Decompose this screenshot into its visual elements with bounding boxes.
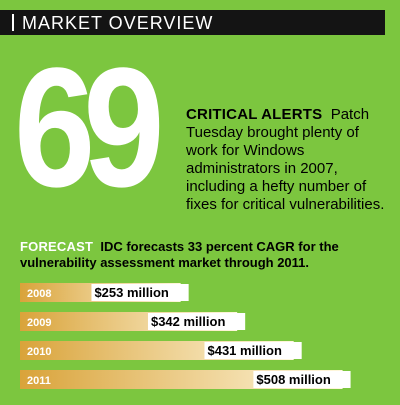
category-label-2010: 2010 <box>27 346 51 358</box>
category-label-2009: 2009 <box>27 317 51 329</box>
value-label-box-2010 <box>204 342 302 359</box>
critical-alerts-label: CRITICAL ALERTS <box>186 106 323 123</box>
value-label-2011: $508 million <box>256 372 330 387</box>
forecast-blurb: FORECAST IDC forecasts 33 percent CAGR f… <box>20 239 390 271</box>
category-label-2008: 2008 <box>27 288 51 300</box>
value-label-box-2009 <box>147 313 246 330</box>
value-label-box-2011 <box>253 371 351 388</box>
forecast-bar-chart: 2008 $253 million 2009 $342 million 2010 $431… <box>20 283 351 389</box>
value-label-box-2008 <box>91 284 189 301</box>
big-stat-number: 69 <box>14 33 165 223</box>
forecast-label: FORECAST <box>20 239 94 254</box>
section-header: MARKET OVERVIEW <box>0 10 385 35</box>
section-title: MARKET OVERVIEW <box>22 13 214 33</box>
critical-alerts-text: Patch Tuesday brought plenty of work for… <box>186 106 385 213</box>
critical-alerts-blurb: CRITICAL ALERTS Patch Tuesday brought pl… <box>186 106 386 214</box>
category-label-2011: 2011 <box>27 375 51 387</box>
value-label-2009: $342 million <box>151 314 225 329</box>
value-label-2010: $431 million <box>207 343 281 358</box>
header-divider <box>12 14 14 31</box>
value-label-2008: $253 million <box>94 285 168 300</box>
forecast-text: IDC forecasts 33 percent CAGR for the vu… <box>20 239 339 270</box>
